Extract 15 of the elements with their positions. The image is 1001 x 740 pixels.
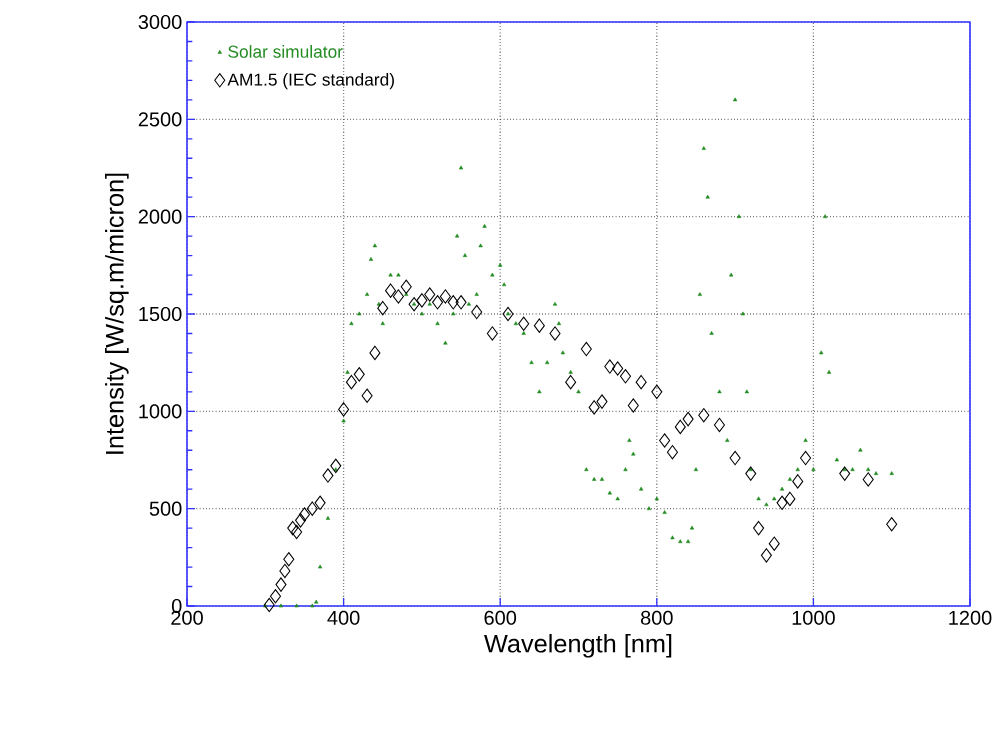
y-tick-label: 1000 [139, 404, 182, 419]
x-tick-label: 400 [327, 610, 360, 625]
y-tick-label: 2500 [138, 112, 182, 127]
y-tick-label: 3000 [138, 14, 182, 30]
legend-label: AM1.5 (IEC standard) [227, 73, 394, 90]
y-tick-label: 500 [149, 501, 182, 516]
y-tick-label: 1500 [139, 306, 182, 322]
x-axis-title: Wavelength [nm] [484, 634, 672, 658]
legend-label: Solar simulator [228, 45, 343, 58]
x-tick-label: 1000 [792, 610, 835, 625]
x-tick-label: 600 [484, 610, 517, 625]
x-tick-label: 800 [640, 610, 673, 625]
y-tick-label: 2000 [138, 209, 182, 224]
y-axis-title: Intensity [W/sq.m/micron] [105, 173, 129, 454]
x-tick-label: 1200 [949, 610, 992, 625]
